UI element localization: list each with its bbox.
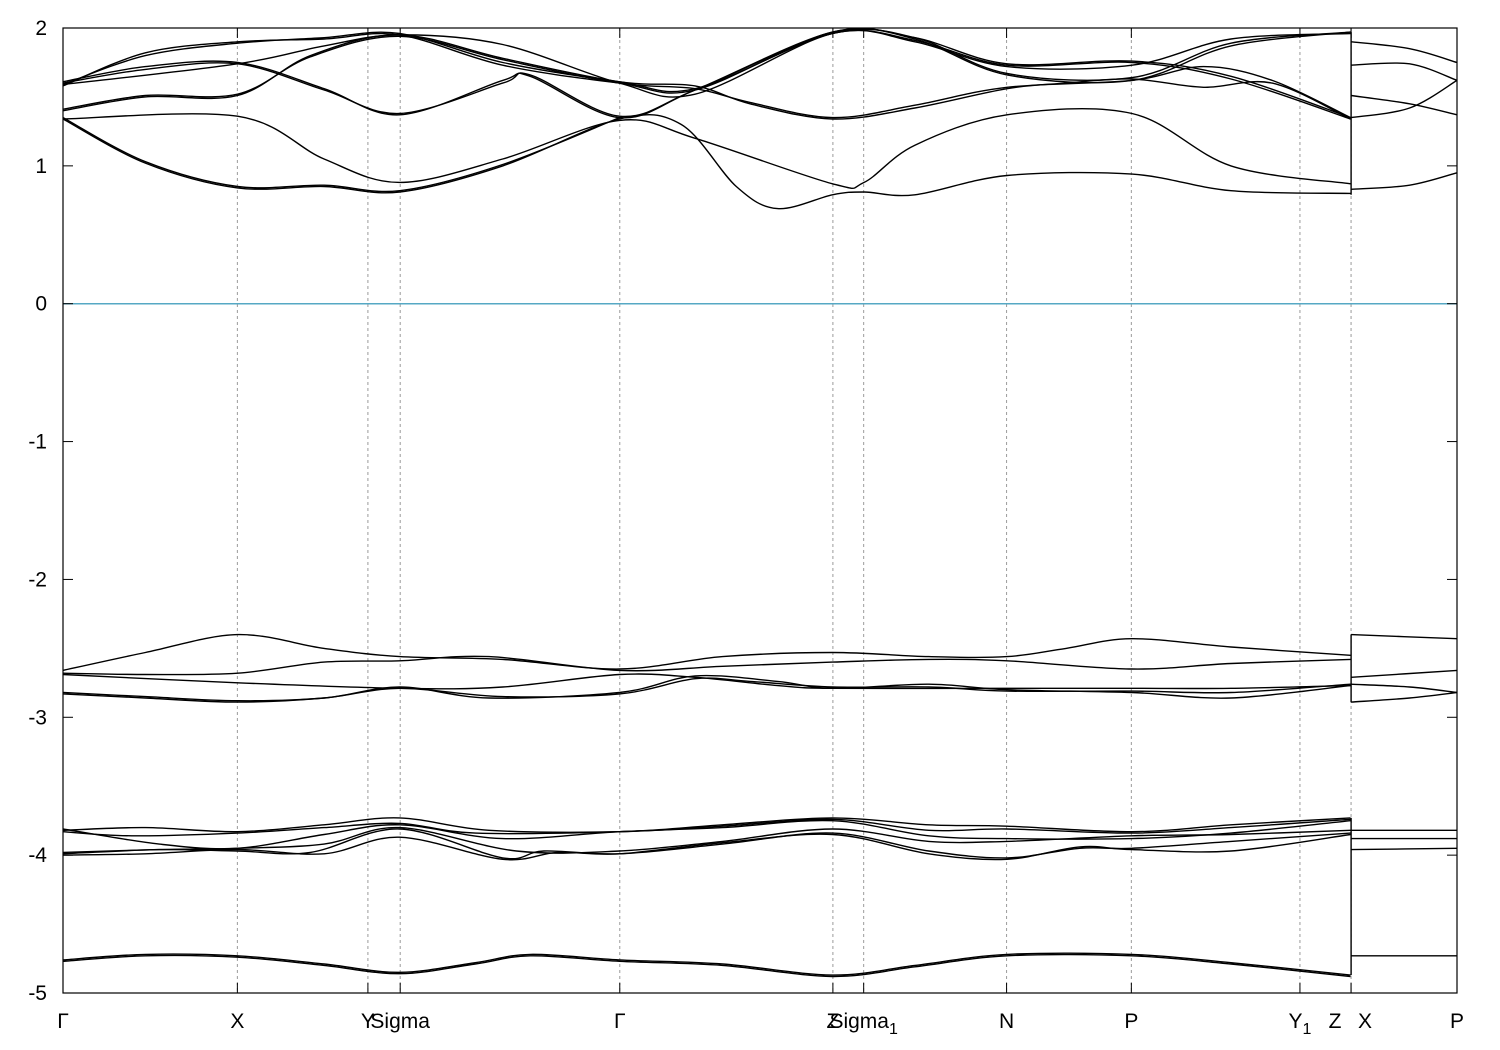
- band-line-28: [62, 27, 1351, 94]
- kpoint-gridlines: [236, 28, 1352, 993]
- band-line-32: [1351, 62, 1458, 82]
- y-tick-label: -3: [28, 706, 47, 729]
- x-tick-label: X: [1358, 1010, 1372, 1033]
- x-tick-label: Sigma: [370, 1010, 430, 1033]
- band-line-21: [62, 114, 1351, 210]
- band-line-23: [62, 108, 1351, 189]
- band-line-15: [62, 677, 1351, 703]
- band-line-29: [62, 28, 1351, 93]
- y-tick-label: -4: [28, 844, 47, 867]
- x-tick-label: Y: [361, 1010, 375, 1033]
- band-line-27: [62, 27, 1351, 119]
- band-line-6: [62, 826, 1351, 854]
- y-tick-label: 2: [35, 17, 47, 40]
- y-tick-label: -1: [28, 431, 47, 454]
- plot-frame: [62, 27, 1458, 994]
- band-line-26: [62, 29, 1351, 120]
- band-line-5: [62, 819, 1351, 850]
- band-line-30: [62, 29, 1351, 98]
- x-tick-label: P: [1124, 1010, 1138, 1033]
- band-line-22: [62, 116, 620, 193]
- x-tick-label: P: [1450, 1010, 1464, 1033]
- x-tick-label: Sigma1: [829, 1010, 898, 1038]
- band-line-11: [1351, 847, 1458, 851]
- band-line-1: [62, 953, 1351, 978]
- x-tick-label: N: [999, 1010, 1014, 1033]
- band-line-8: [62, 833, 1351, 861]
- x-tick-label: Γ: [57, 1010, 69, 1033]
- x-tick-label: Z: [826, 1010, 839, 1033]
- band-line-4: [62, 818, 1351, 837]
- x-tick-label: Y1: [1288, 1010, 1311, 1038]
- band-line-17: [1351, 633, 1458, 640]
- band-line-35: [1351, 172, 1458, 190]
- y-axis-ticks: 2 1 0 -1 -2 -3 -4 -5: [28, 17, 1457, 1005]
- band-line-13: [62, 655, 1351, 676]
- band-lines: [62, 27, 1458, 978]
- band-line-12: [62, 633, 1351, 672]
- band-line-31: [1351, 41, 1458, 64]
- y-tick-label: 0: [35, 293, 47, 316]
- band-line-18: [1351, 669, 1458, 678]
- band-line-20: [1351, 691, 1458, 703]
- y-tick-label: -2: [28, 568, 47, 591]
- x-tick-label: Γ: [614, 1010, 626, 1033]
- x-tick-label: Z: [1329, 1010, 1342, 1033]
- band-line-0: [62, 952, 1351, 976]
- band-line-24: [62, 34, 1351, 120]
- y-tick-label: 1: [35, 155, 47, 178]
- band-line-14: [62, 673, 1351, 690]
- y-tick-label: -5: [28, 982, 47, 1005]
- band-line-34: [1350, 79, 1458, 119]
- band-line-33: [1351, 94, 1458, 116]
- band-line-3: [62, 817, 1351, 833]
- band-line-16: [62, 674, 1351, 702]
- band-line-19: [1351, 683, 1458, 694]
- x-tick-label: X: [230, 1010, 244, 1033]
- band-line-25: [62, 35, 1351, 119]
